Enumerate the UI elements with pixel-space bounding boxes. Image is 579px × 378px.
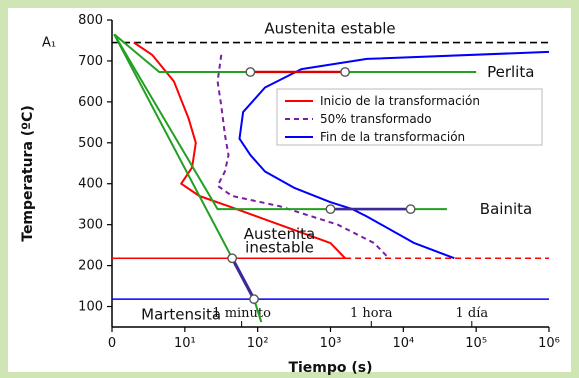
half-transformed-curve (216, 54, 390, 259)
intersection-point (249, 294, 259, 305)
x-tick-label: 0 (108, 336, 116, 351)
y-axis-title: Temperatura (ºC) (20, 105, 36, 242)
unstable-austenite-label: Austenita (244, 225, 315, 243)
time-mark-label: 1 hora (350, 306, 393, 321)
time-mark-label: 1 día (455, 306, 488, 321)
stable-austenite-label: Austenita estable (264, 20, 395, 38)
martensite-label: Martensita (141, 306, 221, 324)
x-tick-label: 10⁵ (465, 336, 487, 351)
y-tick-label: 100 (78, 300, 103, 315)
bainite-label: Bainita (480, 200, 532, 218)
pearlite-label: Perlita (487, 63, 534, 81)
x-tick-label: 10⁴ (392, 336, 414, 351)
martensite-transform-segment (230, 257, 256, 300)
intersection-point (325, 204, 336, 215)
x-axis-title: Tiempo (s) (288, 360, 372, 376)
intersection-point (340, 67, 350, 77)
legend-box (276, 88, 543, 146)
transformation-start-curve (133, 41, 346, 259)
y-tick-label: 500 (78, 136, 103, 151)
intersection-point (405, 204, 416, 215)
x-tick-label: 10² (247, 336, 269, 351)
a1-label: A₁ (42, 36, 56, 51)
chart-background (8, 8, 571, 372)
y-tick-label: 800 (78, 13, 103, 28)
y-tick-label: 200 (78, 259, 103, 274)
legend-label: Inicio de la transformación (320, 94, 480, 108)
y-tick-label: 300 (78, 218, 103, 233)
unstable-austenite-label: inestable (245, 238, 314, 256)
legend-label: 50% transformado (320, 112, 432, 126)
intersection-point (227, 253, 238, 264)
intersection-point (245, 67, 256, 77)
cooling-path-pearlite (113, 33, 477, 73)
x-tick-label: 10¹ (174, 336, 196, 351)
legend-label: Fin de la transformación (320, 130, 465, 144)
x-tick-label: 10³ (320, 336, 342, 351)
x-tick-label: 10⁶ (538, 336, 560, 351)
y-tick-label: 400 (78, 177, 103, 192)
cooling-path-martensite (113, 33, 263, 323)
y-tick-label: 700 (78, 54, 103, 69)
time-mark-label: 1 minuto (212, 306, 271, 321)
y-tick-label: 600 (78, 95, 103, 110)
